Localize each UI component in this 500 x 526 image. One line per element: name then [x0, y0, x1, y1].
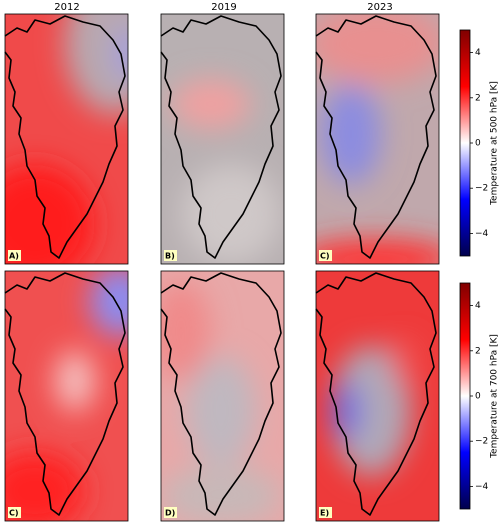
colorbar [459, 29, 471, 257]
colorbar-tick-label: 0 [475, 392, 481, 402]
colorbar-tick-label: −4 [475, 229, 489, 239]
colorbar-tick-label: 2 [475, 346, 481, 356]
column-title: 2019 [211, 2, 236, 13]
panel-label: D) [165, 509, 175, 518]
map-panel: E) [315, 270, 440, 522]
map-panel: C) [315, 13, 440, 265]
map-panel: A) [4, 13, 129, 265]
panel-label: C) [320, 252, 330, 261]
map-panel: D) [160, 270, 285, 522]
colorbar-tick-label: 4 [475, 48, 481, 58]
column-title: 2023 [367, 2, 392, 13]
panel-label: A) [9, 252, 19, 261]
panel-label: C) [9, 509, 19, 518]
colorbars: −4 −2 0 2 4 Temperature at 500 hPa [K] −4 −2 0 2 4… [459, 29, 500, 510]
panel-label: B) [165, 252, 175, 261]
colorbar-tick-label: 4 [475, 301, 481, 311]
colorbar-tick-label: −4 [475, 482, 489, 492]
colorbar-label: Temperature at 500 hPa [K] [490, 81, 500, 206]
map-panel: B) [160, 13, 285, 265]
colorbar-label: Temperature at 700 hPa [K] [490, 334, 500, 459]
colorbar-tick-label: 0 [475, 139, 481, 149]
colorbar-tick-label: −2 [475, 437, 488, 447]
panel-label: E) [320, 509, 329, 518]
colorbar-tick-label: 2 [475, 93, 481, 103]
colorbar-tick-label: −2 [475, 184, 488, 194]
colorbar [459, 282, 471, 510]
column-title: 2012 [54, 2, 79, 13]
map-panel: C) [4, 270, 129, 522]
